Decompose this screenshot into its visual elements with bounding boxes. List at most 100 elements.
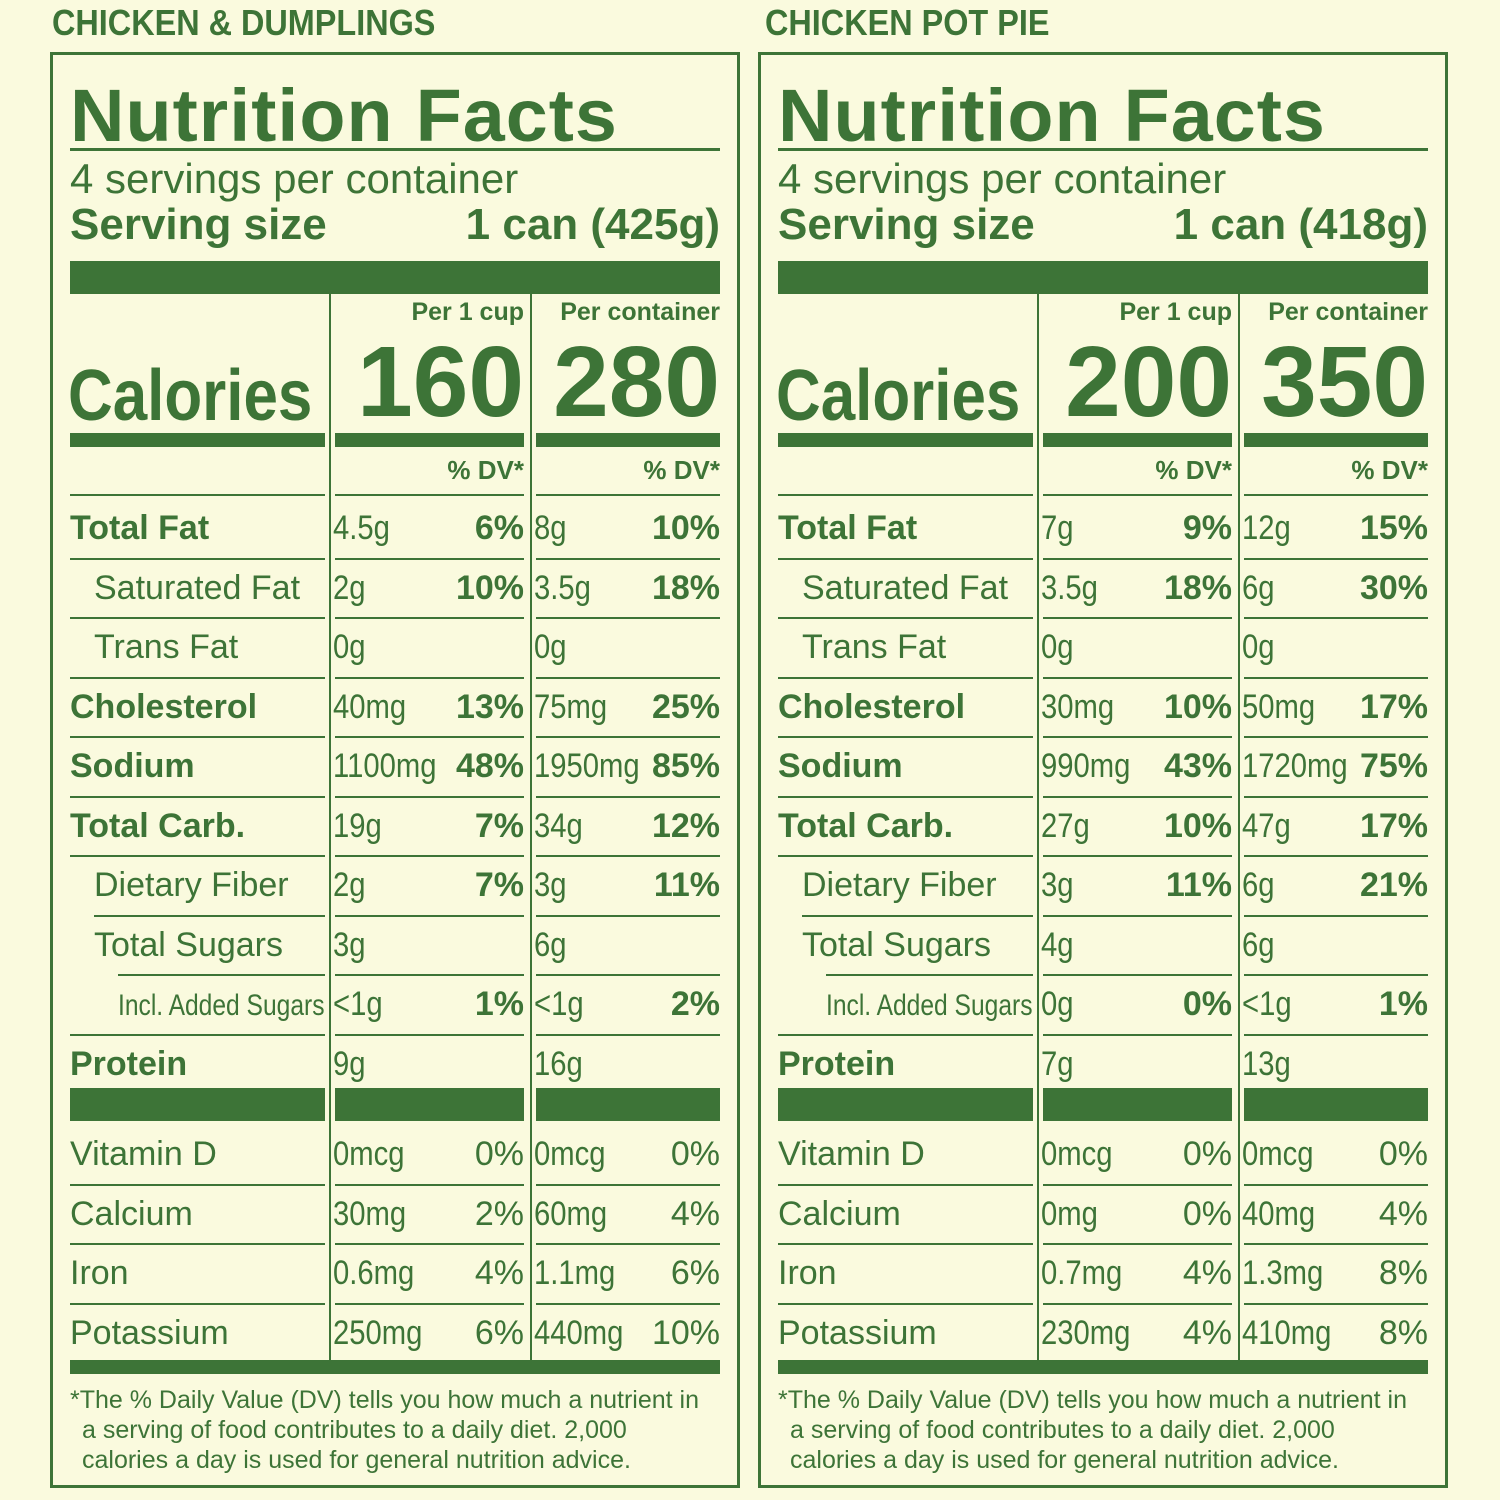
row-divider bbox=[70, 558, 325, 560]
nutrient-label: Incl. Added Sugars bbox=[826, 989, 1033, 1022]
nutrient-dv-col2: 2% bbox=[670, 985, 720, 1023]
dv-header: % DV* bbox=[447, 455, 524, 485]
row-divider bbox=[778, 855, 1033, 857]
calories-bar bbox=[1043, 433, 1232, 447]
vitamin-bar bbox=[1043, 1088, 1232, 1121]
nutrient-dv-col2: 85% bbox=[651, 747, 720, 785]
vitamin-dv-col2: 4% bbox=[670, 1194, 720, 1233]
nutrient-dv-col1: 9% bbox=[1182, 509, 1232, 547]
nutrient-amount-col2: 6g bbox=[1242, 925, 1275, 964]
nutrient-amount-col2: 13g bbox=[1242, 1044, 1291, 1083]
nutrient-dv-col1: 6% bbox=[474, 509, 524, 547]
dv-header: % DV* bbox=[1155, 455, 1232, 485]
nutrient-amount-col1: 2g bbox=[333, 866, 366, 904]
nutrient-amount-col1: 990mg bbox=[1041, 747, 1131, 785]
calories-label: Calories bbox=[776, 356, 1021, 436]
footnote-line: calories a day is used for general nutri… bbox=[82, 1446, 631, 1474]
row-divider bbox=[778, 796, 1033, 798]
nutrient-dv-col1: 7% bbox=[474, 806, 524, 845]
vitamin-dv-col1: 2% bbox=[474, 1194, 524, 1233]
vitamin-label: Calcium bbox=[70, 1194, 193, 1233]
row-divider bbox=[1244, 915, 1428, 917]
nutrient-dv-col2: 17% bbox=[1359, 806, 1428, 845]
nutrient-amount-col1: 3g bbox=[1041, 866, 1074, 904]
vitamin-dv-col2: 8% bbox=[1378, 1313, 1428, 1352]
nutrient-amount-col2: 50mg bbox=[1242, 687, 1316, 726]
vitamin-dv-col2: 10% bbox=[651, 1313, 720, 1352]
nutrient-dv-col2: 30% bbox=[1359, 568, 1428, 607]
vitamin-bar bbox=[335, 1088, 524, 1121]
nutrient-amount-col2: 0g bbox=[1242, 628, 1275, 666]
row-divider bbox=[335, 1303, 524, 1305]
nutrient-label: Cholesterol bbox=[778, 687, 966, 726]
footnote-line: a serving of food contributes to a daily… bbox=[790, 1416, 1335, 1444]
vitamin-bar bbox=[778, 1088, 1033, 1121]
vitamin-label: Iron bbox=[778, 1254, 837, 1292]
row-divider bbox=[1244, 796, 1428, 798]
row-divider bbox=[802, 915, 1033, 917]
nutrient-amount-col1: 30mg bbox=[1041, 687, 1115, 726]
footnote-line: calories a day is used for general nutri… bbox=[790, 1446, 1339, 1474]
row-divider bbox=[335, 677, 524, 679]
nutrient-dv-col1: 0% bbox=[1182, 985, 1232, 1023]
nutrient-label: Saturated Fat bbox=[94, 568, 301, 607]
row-divider bbox=[335, 1184, 524, 1186]
nutrient-label: Total Carb. bbox=[70, 806, 246, 845]
nutrient-amount-col1: 0g bbox=[333, 628, 366, 666]
row-divider bbox=[536, 974, 720, 976]
thick-bar-top bbox=[778, 261, 1428, 294]
row-divider bbox=[1043, 1184, 1232, 1186]
row-divider bbox=[1043, 1243, 1232, 1245]
column-separator bbox=[1037, 292, 1039, 1362]
col2-header: Per container bbox=[1268, 298, 1428, 326]
nutrient-label: Sodium bbox=[70, 747, 195, 785]
vitamin-dv-col2: 6% bbox=[670, 1254, 720, 1292]
vitamin-amount-col2: 40mg bbox=[1242, 1194, 1316, 1233]
row-divider bbox=[536, 558, 720, 560]
row-divider bbox=[1043, 736, 1232, 738]
nutrient-amount-col2: 3.5g bbox=[534, 568, 591, 607]
row-divider bbox=[536, 855, 720, 857]
nutrient-amount-col1: 9g bbox=[333, 1044, 366, 1083]
nutrient-dv-col2: 25% bbox=[651, 687, 720, 726]
row-divider bbox=[826, 974, 1033, 976]
nutrient-dv-col1: 18% bbox=[1163, 568, 1232, 607]
nutrient-amount-col2: <1g bbox=[1242, 985, 1292, 1023]
vitamin-dv-col2: 0% bbox=[1378, 1135, 1428, 1173]
nutrient-label: Total Fat bbox=[70, 509, 210, 547]
row-divider bbox=[536, 915, 720, 917]
nutrient-label: Trans Fat bbox=[94, 628, 239, 666]
nutrient-amount-col2: 8g bbox=[534, 509, 567, 547]
row-divider bbox=[1244, 1303, 1428, 1305]
footnote: *The % Daily Value (DV) tells you how mu… bbox=[778, 1385, 1438, 1475]
nutrient-label: Total Sugars bbox=[802, 925, 991, 964]
row-divider bbox=[335, 974, 524, 976]
row-divider bbox=[1043, 1303, 1232, 1305]
nutrient-dv-col1: 7% bbox=[474, 866, 524, 904]
row-divider bbox=[536, 796, 720, 798]
vitamin-amount-col1: 0mcg bbox=[333, 1135, 405, 1173]
nutrient-amount-col1: 4.5g bbox=[333, 509, 390, 547]
vitamin-dv-col1: 0% bbox=[474, 1135, 524, 1173]
row-divider bbox=[536, 494, 720, 496]
vitamin-label: Calcium bbox=[778, 1194, 901, 1233]
row-divider bbox=[1043, 915, 1232, 917]
panel-content: Nutrition Facts 4 servings per container S… bbox=[776, 55, 1428, 1485]
calories-col2: 280 bbox=[553, 326, 720, 438]
vitamin-dv-col1: 4% bbox=[474, 1254, 524, 1292]
nutrient-amount-col2: 12g bbox=[1242, 509, 1291, 547]
row-divider bbox=[1043, 677, 1232, 679]
row-divider bbox=[1244, 558, 1428, 560]
nutrient-amount-col1: 3g bbox=[333, 925, 366, 964]
calories-label: Calories bbox=[68, 356, 313, 436]
vitamin-amount-col1: 0mcg bbox=[1041, 1135, 1113, 1173]
vitamin-label: Iron bbox=[70, 1254, 129, 1292]
nutrient-label: Protein bbox=[70, 1044, 188, 1083]
nutrient-label: Cholesterol bbox=[70, 687, 258, 726]
nutrient-label: Saturated Fat bbox=[802, 568, 1009, 607]
row-divider bbox=[778, 1303, 1033, 1305]
row-divider bbox=[536, 617, 720, 619]
nutrient-amount-col1: 0g bbox=[1041, 985, 1074, 1023]
row-divider bbox=[1244, 677, 1428, 679]
nutrient-dv-col2: 15% bbox=[1359, 509, 1428, 547]
